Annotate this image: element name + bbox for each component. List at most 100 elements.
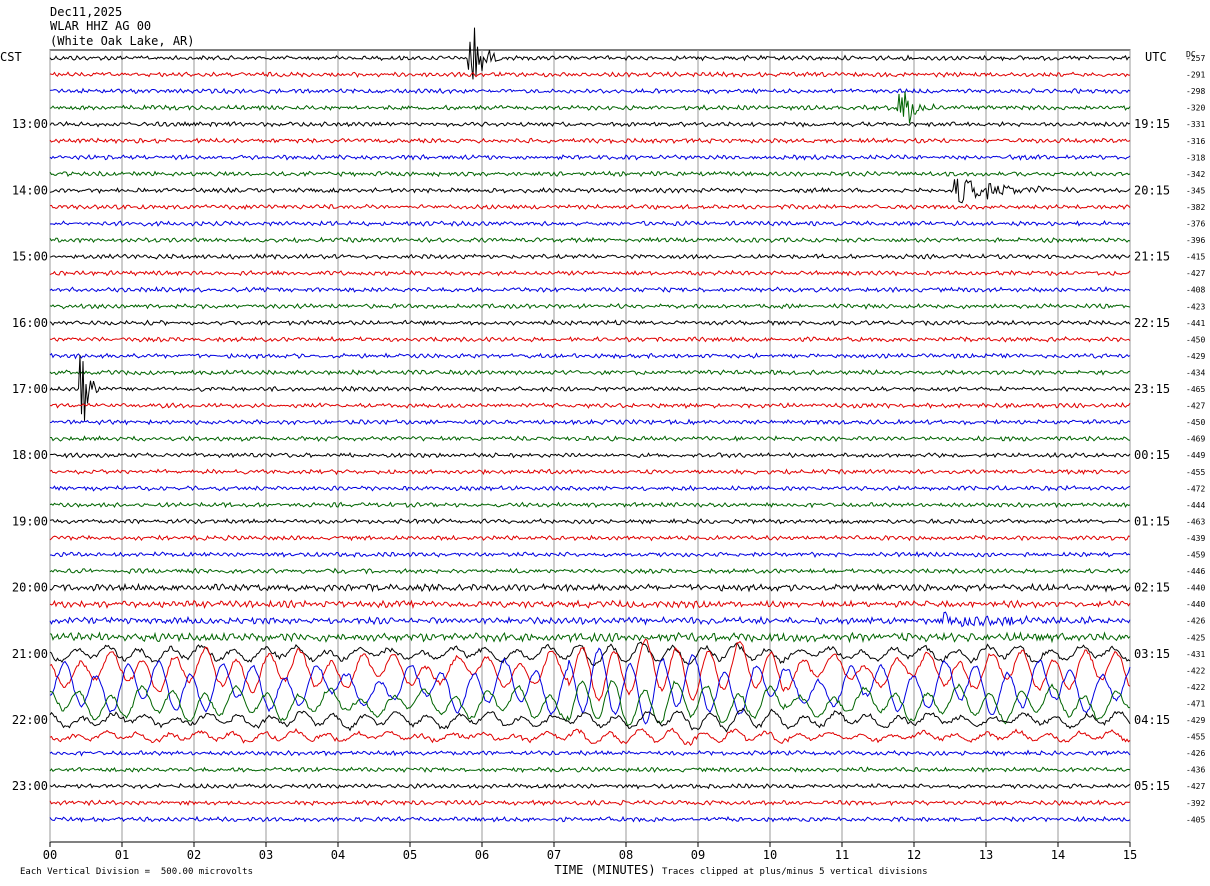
trace-6 [49,154,1131,161]
trace-4 [49,120,1131,128]
trace-26 [49,484,1131,492]
trace-40 [49,707,1131,733]
dc-offset-label: -331 [1186,120,1205,129]
trace-44 [49,782,1131,790]
trace-27 [49,501,1131,509]
left-hour-label: 18:00 [12,448,48,462]
trace-29 [49,534,1131,542]
x-tick-label: 05 [403,848,417,862]
dc-offset-label: -431 [1186,650,1205,659]
x-tick-label: 08 [619,848,633,862]
trace-5 [49,137,1131,145]
right-timezone-label: UTC [1145,50,1167,64]
right-hour-label: 03:15 [1134,647,1170,661]
x-tick-label: 07 [547,848,561,862]
dc-offset-label: -465 [1186,385,1205,394]
dc-offset-label: -459 [1186,551,1205,560]
trace-15 [49,302,1131,310]
trace-30 [50,551,1131,559]
right-hour-label: 02:15 [1134,581,1170,595]
station-label: WLAR HHZ AG 00 [50,19,152,33]
trace-19 [49,369,1131,376]
trace-46 [49,815,1131,823]
left-hour-label: 20:00 [12,581,48,595]
dc-offset-label: -415 [1186,253,1205,262]
clip-note: Traces clipped at plus/minus 5 vertical … [662,867,928,877]
left-hour-label: 22:00 [12,713,48,727]
dc-offset-label: -422 [1186,683,1205,692]
x-tick-label: 09 [691,848,705,862]
trace-20 [49,355,1131,421]
trace-21 [49,402,1131,410]
x-tick-label: 13 [979,848,993,862]
dc-offset-label: -439 [1186,534,1205,543]
trace-36 [49,641,1131,666]
trace-33 [49,599,1131,610]
trace-41 [49,727,1131,747]
trace-10 [49,219,1131,227]
dc-header-label: DC [1186,50,1196,59]
left-hour-label: 14:00 [12,183,48,197]
x-tick-label: 12 [907,848,921,862]
trace-8 [49,178,1131,204]
x-tick-label: 02 [187,848,201,862]
dc-offset-label: -455 [1186,468,1205,477]
trace-22 [49,418,1131,426]
scale-note: Each Vertical Division = 500.00 microvol… [20,867,253,877]
dc-offset-label: -427 [1186,402,1205,411]
dc-offset-label: -376 [1186,220,1205,229]
dc-offset-label: -441 [1186,319,1205,328]
trace-45 [49,799,1131,807]
dc-offset-label: -298 [1186,87,1205,96]
dc-offset-label: -434 [1186,368,1205,377]
dc-offset-label: -405 [1186,815,1205,824]
dc-offset-label: -396 [1186,236,1205,245]
left-hour-label: 21:00 [12,647,48,661]
right-hour-label: 05:15 [1134,779,1170,793]
right-hour-label: 22:15 [1134,316,1170,330]
trace-38 [49,647,1131,725]
dc-offset-label: -444 [1186,501,1205,510]
trace-0 [49,27,1131,80]
dc-offset-label: -440 [1186,600,1205,609]
dc-offset-label: -382 [1186,203,1205,212]
trace-1 [49,71,1130,79]
dc-offset-label: -320 [1186,104,1205,113]
trace-9 [49,203,1131,211]
dc-offset-label: -291 [1186,71,1205,80]
left-hour-label: 23:00 [12,779,48,793]
dc-offset-label: -472 [1186,484,1205,493]
dc-offset-label: -440 [1186,584,1205,593]
x-tick-label: 04 [331,848,345,862]
dc-offset-label: -429 [1186,352,1205,361]
x-tick-label: 00 [43,848,57,862]
left-hour-label: 15:00 [12,250,48,264]
dc-offset-label: -450 [1186,335,1205,344]
left-timezone-label: CST [0,50,22,64]
dc-offset-label: -257 [1186,54,1205,63]
trace-23 [50,435,1131,443]
dc-offset-label: -436 [1186,766,1205,775]
dc-offset-label: -408 [1186,286,1205,295]
dc-offset-label: -427 [1186,782,1205,791]
date-label: Dec11,2025 [50,5,123,19]
trace-17 [49,335,1131,343]
trace-34 [49,611,1131,628]
dc-offset-label: -426 [1186,749,1205,758]
dc-offset-label: -469 [1186,435,1205,444]
dc-offset-label: -318 [1186,153,1205,162]
trace-18 [49,352,1131,360]
left-hour-label: 16:00 [12,316,48,330]
trace-12 [49,253,1131,260]
dc-offset-label: -425 [1186,633,1205,642]
trace-13 [49,269,1131,277]
dc-offset-label: -449 [1186,451,1205,460]
dc-offset-label: -422 [1186,666,1205,675]
dc-offset-label: -342 [1186,170,1205,179]
trace-25 [49,468,1131,476]
x-tick-label: 06 [475,848,489,862]
right-hour-label: 00:15 [1134,448,1170,462]
trace-43 [49,766,1131,774]
trace-37 [49,638,1131,702]
